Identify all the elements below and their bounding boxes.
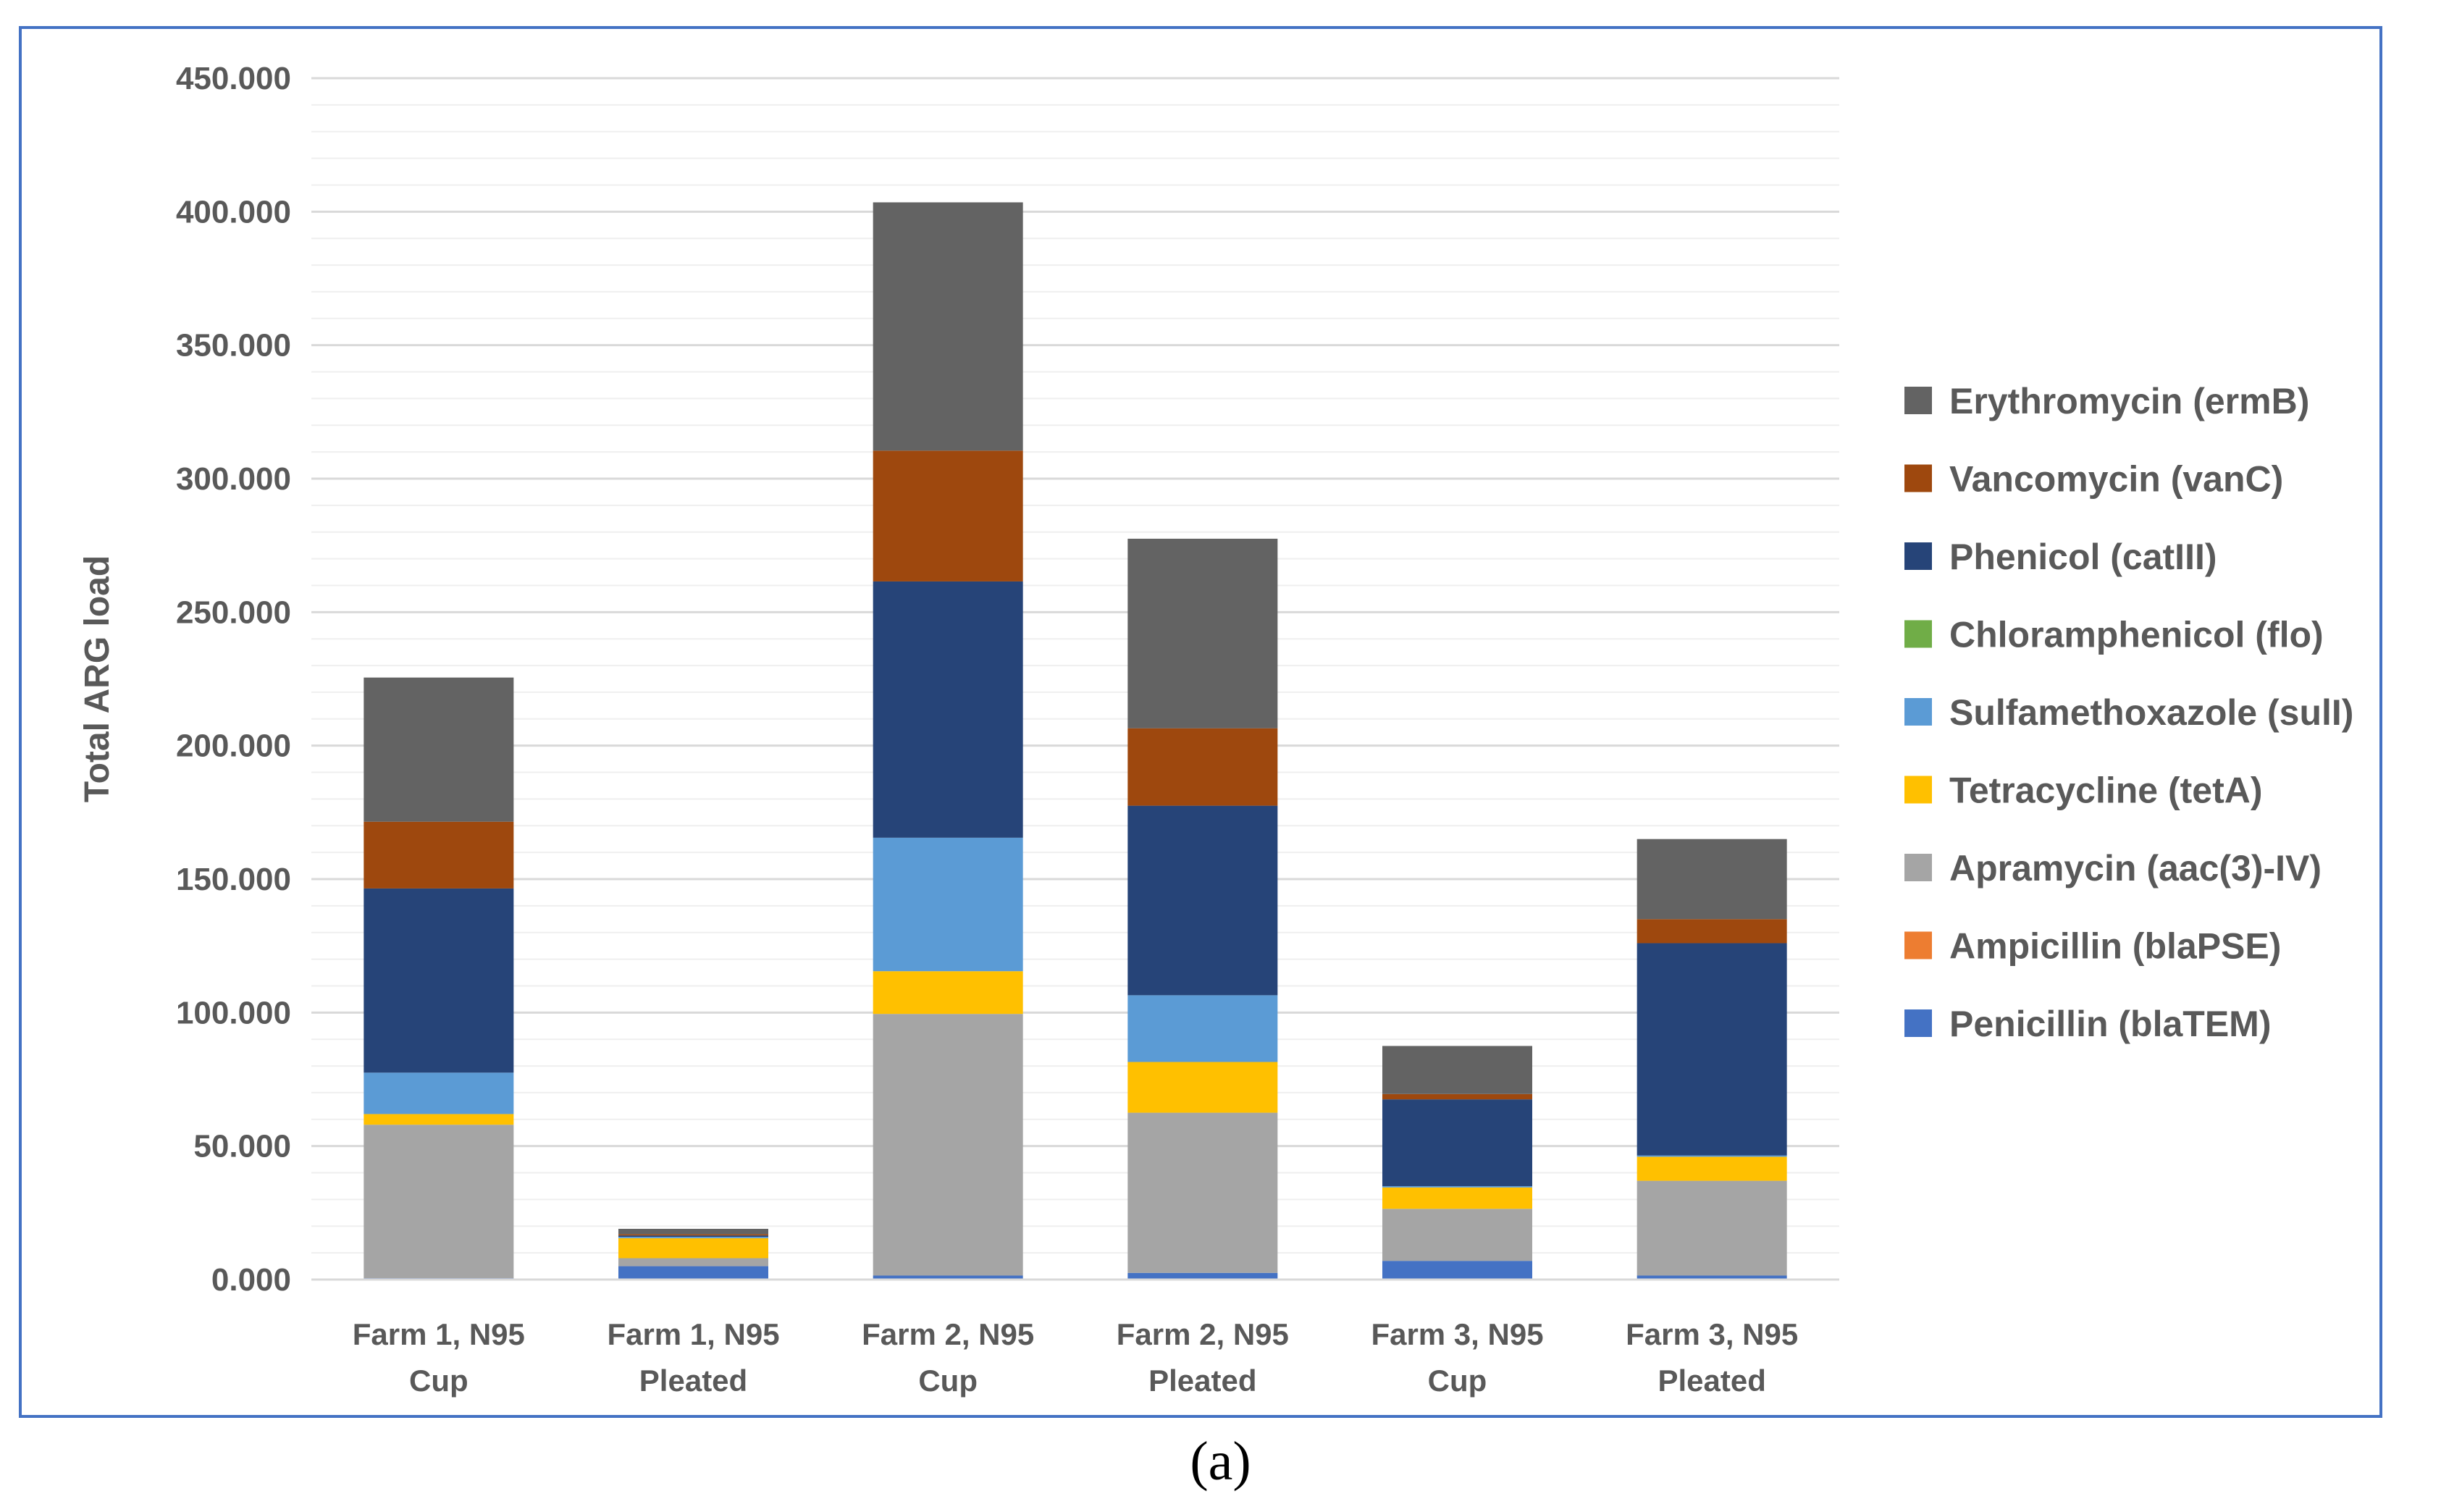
bar-segment	[873, 1014, 1023, 1276]
bar-segment	[618, 1238, 768, 1259]
legend-swatch	[1904, 698, 1932, 726]
y-tick-label: 350.000	[176, 328, 291, 364]
bar-segment	[364, 1114, 514, 1125]
x-category-label: Farm 1, N95	[353, 1317, 525, 1351]
x-category-label: Pleated	[1148, 1364, 1256, 1398]
stacked-bar-chart: 0.000 50.000 100.000 150.000 200.000 250.000 3…	[78, 61, 2353, 1398]
legend-swatch	[1904, 854, 1932, 881]
y-tick-label: 200.000	[176, 728, 291, 764]
bar-segment	[1382, 1093, 1532, 1100]
bar-segment	[1127, 728, 1278, 806]
bar-segment	[364, 888, 514, 1073]
x-category-label: Farm 3, N95	[1626, 1317, 1798, 1351]
bar-segment	[1127, 995, 1278, 1062]
bar-segment	[1127, 538, 1278, 728]
bar-segment	[873, 450, 1023, 581]
bar-segment	[1637, 1275, 1787, 1280]
bars	[364, 202, 1787, 1280]
bar-segment	[618, 1266, 768, 1280]
figure-caption: (a)	[1190, 1431, 1251, 1492]
y-tick-label: 100.000	[176, 995, 291, 1030]
x-category-label: Cup	[918, 1364, 978, 1398]
bar-segment	[618, 1228, 768, 1235]
bar-segment	[1382, 1099, 1532, 1186]
x-category-label: Farm 3, N95	[1371, 1317, 1543, 1351]
legend-swatch	[1904, 776, 1932, 804]
legend-swatch	[1904, 1009, 1932, 1037]
legend-label: Apramycin (aac(3)-IV)	[1949, 848, 2322, 889]
bar-segment	[364, 1125, 514, 1279]
bar-segment	[618, 1234, 768, 1236]
legend-label: Vancomycin (vanC)	[1949, 459, 2283, 500]
y-tick-label: 0.000	[211, 1262, 291, 1298]
x-category-label: Cup	[1428, 1364, 1487, 1398]
bar-segment	[364, 821, 514, 889]
legend-label: Ampicillin (blaPSE)	[1949, 926, 2281, 967]
bar-segment	[1127, 805, 1278, 996]
bar-segment	[364, 1072, 514, 1114]
y-tick-label: 300.000	[176, 461, 291, 497]
bar-segment	[873, 1275, 1023, 1280]
x-category-label: Pleated	[1658, 1364, 1765, 1398]
y-tick-label: 150.000	[176, 862, 291, 897]
bar-segment	[1382, 1209, 1532, 1261]
bar-segment	[1637, 839, 1787, 920]
bar-segment	[873, 837, 1023, 972]
legend-label: Penicillin (blaTEM)	[1949, 1004, 2271, 1044]
legend-label: Erythromycin (ermB)	[1949, 381, 2309, 421]
legend-swatch	[1904, 387, 1932, 414]
legend-swatch	[1904, 542, 1932, 570]
bar-segment	[1637, 1155, 1787, 1157]
x-category-label: Farm 2, N95	[862, 1317, 1034, 1351]
x-category-label: Farm 1, N95	[607, 1317, 779, 1351]
bar-segment	[873, 202, 1023, 451]
bar-segment	[618, 1235, 768, 1238]
bar-segment	[1382, 1187, 1532, 1209]
legend: Erythromycin (ermB) Vancomycin (vanC) Phen…	[1904, 381, 2353, 1044]
legend-label: Chloramphenicol (flo)	[1949, 615, 2324, 655]
bar-segment	[1637, 919, 1787, 944]
chart-frame: 0.000 50.000 100.000 150.000 200.000 250.000 3…	[19, 26, 2382, 1418]
bar-segment	[1637, 1180, 1787, 1276]
y-tick-label: 400.000	[176, 194, 291, 230]
x-category-label: Pleated	[639, 1364, 747, 1398]
x-category-label: Farm 2, N95	[1117, 1317, 1289, 1351]
bar-segment	[1637, 943, 1787, 1156]
legend-swatch	[1904, 620, 1932, 648]
bar-segment	[1382, 1261, 1532, 1280]
bar-segment	[1127, 1112, 1278, 1273]
bar-segment	[1127, 1062, 1278, 1113]
legend-label: Phenicol (catIII)	[1949, 537, 2217, 577]
bar-segment	[618, 1237, 768, 1238]
legend-swatch	[1904, 464, 1932, 492]
y-axis-title: Total ARG load	[78, 555, 117, 802]
x-category-label: Cup	[409, 1364, 469, 1398]
gridlines	[311, 77, 1839, 1281]
x-category-labels: Farm 1, N95 Cup Farm 1, N95 Pleated Farm 2, …	[353, 1317, 1798, 1398]
bar-segment	[1382, 1185, 1532, 1188]
bar-segment	[873, 971, 1023, 1015]
legend-label: Sulfamethoxazole (sulI)	[1949, 692, 2353, 733]
bar-segment	[873, 581, 1023, 838]
y-tick-label: 250.000	[176, 595, 291, 630]
bar-segment	[364, 677, 514, 822]
y-tick-label: 450.000	[176, 61, 291, 96]
bar-segment	[1637, 1156, 1787, 1181]
y-tick-label: 50.000	[193, 1129, 291, 1164]
bar-segment	[1382, 1046, 1532, 1094]
y-tick-labels: 0.000 50.000 100.000 150.000 200.000 250.000 3…	[176, 61, 291, 1298]
legend-label: Tetracycline (tetA)	[1949, 770, 2263, 811]
bar-segment	[618, 1258, 768, 1267]
legend-swatch	[1904, 931, 1932, 959]
bar-segment	[1127, 1272, 1278, 1280]
